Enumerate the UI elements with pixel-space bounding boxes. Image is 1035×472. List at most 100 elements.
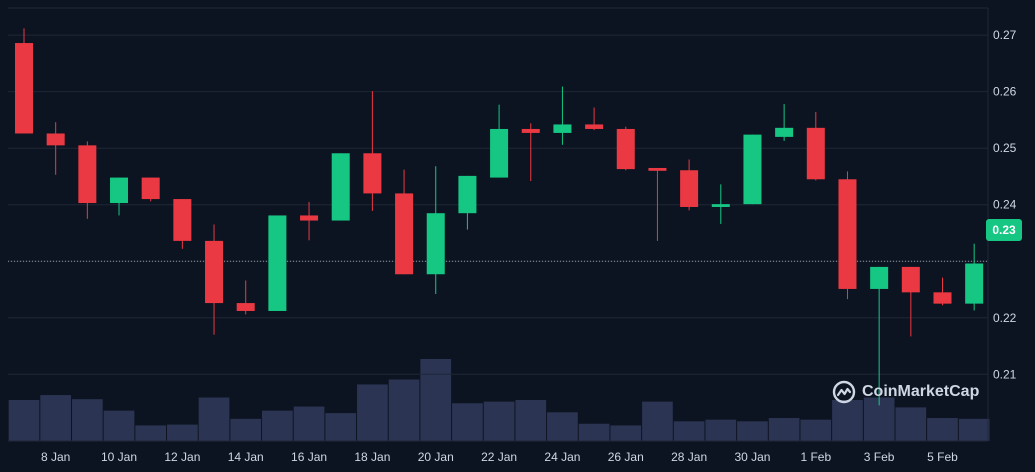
x-tick-label: 22 Jan (481, 450, 517, 464)
volume-bar (167, 424, 198, 441)
volume-bars (8, 359, 990, 441)
current-price-badge: 0.23 (986, 219, 1022, 241)
candle-body (426, 213, 445, 275)
y-tick-label: 0.24 (993, 198, 1017, 212)
candle (680, 159, 699, 211)
volume-bar (768, 418, 800, 441)
volume-bar (895, 407, 927, 441)
x-tick-label: 12 Jan (164, 450, 200, 464)
volume-bar (642, 401, 673, 441)
candle (806, 112, 825, 181)
candle (268, 215, 287, 311)
candle (838, 171, 857, 300)
candle-body (901, 266, 920, 293)
candle (205, 224, 224, 335)
candle-body (331, 153, 350, 221)
candle-body (965, 263, 984, 304)
candle-body (173, 199, 192, 241)
x-tick-label: 26 Jan (608, 450, 644, 464)
candle (331, 153, 350, 221)
volume-bar (40, 395, 72, 441)
candle (78, 141, 97, 219)
candle-body (141, 177, 160, 200)
candle (46, 122, 65, 175)
volume-bar (578, 423, 610, 441)
candle (395, 169, 414, 275)
candle (173, 199, 192, 249)
x-tick-label: 24 Jan (544, 450, 580, 464)
volume-bar (198, 397, 230, 441)
volume-bar (135, 425, 167, 441)
candle-body (870, 266, 889, 289)
candle-body (300, 215, 319, 221)
y-axis: 0.21 0.22 0.24 0.25 0.26 0.27 (993, 28, 1017, 381)
volume-bar (800, 419, 832, 441)
candle (236, 280, 255, 315)
candle (616, 126, 635, 171)
y-tick-label: 0.26 (993, 85, 1017, 99)
candle (743, 134, 762, 205)
candle-body (205, 240, 224, 304)
candle-body (15, 43, 33, 134)
candle-body (521, 128, 540, 133)
x-tick-label: 1 Feb (800, 450, 831, 464)
candle-body (616, 128, 635, 170)
candle (363, 91, 382, 211)
y-tick-label: 0.25 (993, 141, 1017, 155)
x-tick-label: 10 Jan (101, 450, 137, 464)
volume-bar (452, 403, 483, 441)
volume-bar (737, 421, 768, 441)
volume-bar (832, 400, 863, 441)
volume-bar (388, 379, 420, 441)
volume-bar (325, 413, 357, 441)
coinmarketcap-logo-icon (832, 380, 856, 404)
candle-body (78, 145, 97, 204)
candle-body (553, 124, 572, 133)
volume-bar (927, 418, 958, 441)
y-tick-label: 0.27 (993, 28, 1017, 42)
candle (426, 166, 445, 295)
candle-body (680, 170, 699, 207)
candle-body (268, 215, 287, 311)
candle (521, 123, 540, 181)
volume-bar (357, 384, 388, 441)
x-tick-label: 14 Jan (228, 450, 264, 464)
candle-body (838, 179, 857, 289)
candle-body (236, 303, 255, 311)
candle-body (363, 153, 382, 194)
candle-body (110, 177, 129, 204)
volume-bar (293, 406, 325, 441)
x-axis: 8 Jan 10 Jan 12 Jan 14 Jan 16 Jan 18 Jan 20 Ja… (41, 450, 958, 464)
volume-bar (230, 418, 262, 441)
y-tick-label: 0.22 (993, 311, 1017, 325)
candle (711, 184, 730, 224)
volume-bar (515, 400, 547, 441)
candle-body (711, 204, 730, 207)
candle (300, 201, 319, 241)
candle (553, 86, 572, 145)
candle-body (743, 134, 762, 205)
candle (585, 107, 604, 131)
volume-bar (705, 419, 737, 441)
candle (490, 104, 509, 178)
x-tick-label: 8 Jan (41, 450, 70, 464)
candle-body (933, 292, 952, 304)
candle-body (585, 124, 604, 129)
candle-body (458, 175, 477, 214)
volume-bar (958, 418, 990, 441)
candle-body (46, 133, 65, 146)
coinmarketcap-watermark: CoinMarketCap (832, 380, 979, 404)
candle (775, 104, 794, 141)
candle-body (648, 167, 667, 171)
candle (933, 277, 952, 306)
candle (965, 243, 984, 311)
volume-bar (72, 399, 103, 441)
candle-body (806, 127, 825, 180)
candle (870, 266, 889, 406)
volume-bar (673, 421, 705, 441)
volume-bar (420, 359, 452, 441)
plot-frame (8, 7, 989, 442)
candle-body (395, 193, 414, 275)
candle-body (490, 128, 509, 178)
x-tick-label: 20 Jan (418, 450, 454, 464)
